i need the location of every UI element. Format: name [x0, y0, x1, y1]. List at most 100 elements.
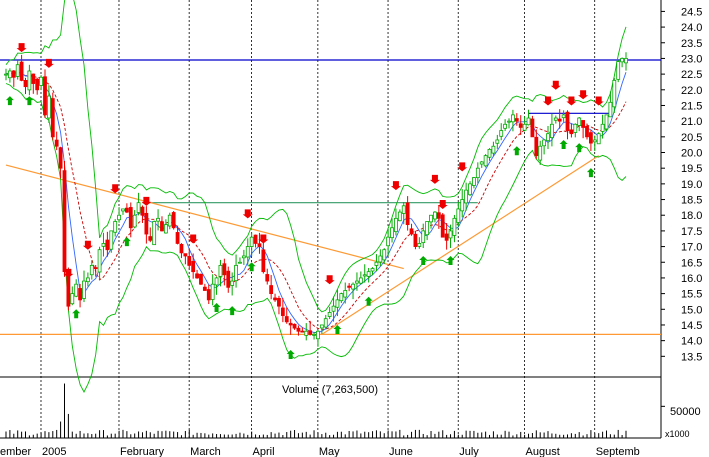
candle-body — [101, 243, 106, 247]
sell-arrow — [258, 234, 269, 244]
price-tick-label: 13.5 — [681, 351, 702, 363]
price-tick-label: 24.0 — [681, 22, 702, 34]
candle-body — [89, 264, 94, 276]
candle-body — [483, 155, 488, 167]
candle-body — [15, 64, 20, 77]
price-tick-label: 21.5 — [681, 100, 702, 112]
candle-body — [394, 217, 398, 233]
candle-body — [405, 202, 410, 226]
candle-body — [351, 283, 355, 290]
candle-body — [284, 316, 289, 323]
candle-body — [230, 280, 235, 286]
candle-body — [425, 221, 430, 236]
candle-body — [546, 133, 550, 142]
candle-body — [222, 263, 227, 276]
candle-body — [335, 299, 340, 308]
candle-body — [526, 117, 531, 126]
candle-body — [577, 117, 582, 126]
price-tick-label: 18.5 — [681, 195, 702, 207]
lower-band — [5, 83, 627, 393]
buy-arrow — [512, 146, 521, 156]
candle-body — [323, 318, 328, 328]
candle-body — [85, 277, 90, 283]
candle-body — [206, 289, 211, 301]
buy-arrow — [419, 255, 428, 265]
candle-body — [249, 236, 254, 247]
price-tick-label: 17.5 — [681, 226, 702, 238]
candle-body — [397, 211, 402, 222]
candle-body — [542, 139, 547, 147]
candle-body — [440, 214, 445, 238]
volume-panel — [5, 383, 665, 438]
candle-body — [93, 267, 98, 270]
buy-arrow — [72, 309, 81, 319]
candle-body — [273, 297, 277, 301]
x-axis: ember 2005 February March April May June July Au… — [0, 446, 640, 457]
candle-body — [436, 212, 441, 219]
candle-body — [596, 133, 601, 145]
candle-body — [234, 264, 238, 282]
volume-unit-label: x1000 — [665, 429, 690, 439]
candle-body — [74, 283, 79, 297]
candle-body — [355, 280, 359, 284]
candle-body — [374, 261, 379, 266]
volume-title: Volume (7,263,500) — [282, 384, 378, 396]
candle-body — [464, 189, 469, 204]
candle-body — [331, 305, 336, 312]
price-tick-label: 21.0 — [681, 116, 702, 128]
candle-body — [226, 270, 231, 288]
candle-body — [608, 101, 613, 118]
candle-body — [495, 139, 500, 144]
buy-arrow — [286, 350, 295, 360]
buy-arrow — [575, 143, 584, 153]
moving-average-dashed — [5, 71, 627, 330]
candle-body — [417, 243, 422, 247]
candle-body — [140, 206, 145, 216]
price-tick-label: 14.0 — [681, 336, 702, 348]
candle-body — [390, 227, 394, 239]
candle-body — [39, 76, 43, 86]
price-axis: 13.5 14.0 14.5 15.0 15.5 16.0 16.5 17.0 17.5 18.0… — [661, 6, 702, 363]
buy-arrow — [559, 139, 568, 149]
candle-body — [132, 214, 137, 228]
candle-body — [183, 253, 188, 257]
x-tick-label: 2005 — [42, 446, 66, 457]
candle-body — [163, 224, 168, 234]
candle-body — [444, 233, 449, 241]
candle-body — [78, 288, 82, 301]
candle-body — [218, 264, 223, 277]
trend-line — [5, 164, 404, 270]
candle-body — [105, 239, 110, 251]
candle-body — [604, 114, 609, 130]
candle-body — [413, 233, 418, 247]
price-tick-label: 14.5 — [681, 320, 702, 332]
candle-body — [23, 80, 28, 88]
candle-body — [491, 145, 496, 154]
candle-body — [592, 139, 597, 143]
candle-body — [35, 78, 40, 91]
x-tick-label: Septemb — [596, 446, 640, 457]
candle-body — [511, 114, 515, 123]
candle-body — [11, 70, 16, 78]
buy-arrow — [247, 262, 256, 272]
candle-body — [50, 98, 55, 138]
sell-arrow — [82, 240, 93, 250]
candle-body — [569, 129, 574, 135]
x-tick-label: ember — [0, 446, 32, 457]
sell-arrow — [566, 96, 577, 106]
candle-body — [557, 118, 562, 122]
candle-body — [433, 211, 437, 220]
candle-body — [300, 330, 305, 333]
candle-body — [187, 256, 192, 266]
candle-body — [507, 120, 511, 123]
sell-arrow — [242, 209, 253, 219]
candle-body — [347, 285, 352, 288]
candle-body — [245, 246, 250, 258]
candle-body — [148, 236, 153, 241]
candle-body — [534, 136, 539, 157]
candle-body — [308, 330, 313, 335]
bollinger-bands — [5, 0, 627, 393]
buy-arrow — [364, 296, 373, 306]
candle-body — [109, 230, 114, 250]
